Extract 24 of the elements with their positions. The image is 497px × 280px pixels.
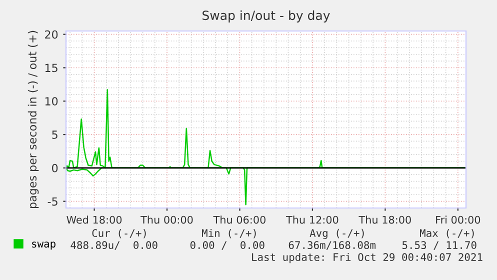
- x-tick-label: Thu 18:00: [358, 216, 411, 224]
- text: 67.36m/168.08m: [288, 241, 376, 250]
- y-tick-label: 10: [45, 97, 58, 106]
- text: 0.00 / 0.00: [190, 241, 264, 250]
- x-tick-label: Fri 00:00: [436, 216, 480, 224]
- text: 5.53 / 11.70: [402, 241, 476, 250]
- text: Max (-/+): [420, 229, 474, 238]
- y-tick-label: 0: [52, 164, 58, 172]
- text: Last update: Fri Oct 29 00:40:07 2021: [252, 252, 482, 264]
- y-tick-label: 15: [45, 64, 58, 72]
- y-axis-title: pages per second in (-) / out (+): [28, 30, 39, 208]
- text: Min (-/+): [202, 228, 256, 238]
- text: Avg (-/+): [310, 228, 364, 240]
- chart-title: Swap in/out - by day: [202, 10, 330, 22]
- text: Cur (-/+): [92, 229, 146, 238]
- x-tick-label: Thu 00:00: [140, 216, 193, 224]
- x-tick-label: Wed 18:00: [66, 216, 122, 224]
- y-tick-label: -5: [48, 197, 58, 206]
- text: 488.89u/ 0.00: [70, 241, 158, 250]
- y-tick-label: 5: [52, 130, 58, 139]
- legend-label: swap: [32, 242, 56, 250]
- x-tick-label: Thu 06:00: [213, 216, 266, 224]
- y-tick-label: 20: [45, 30, 58, 39]
- x-tick-label: Thu 12:00: [286, 216, 338, 224]
